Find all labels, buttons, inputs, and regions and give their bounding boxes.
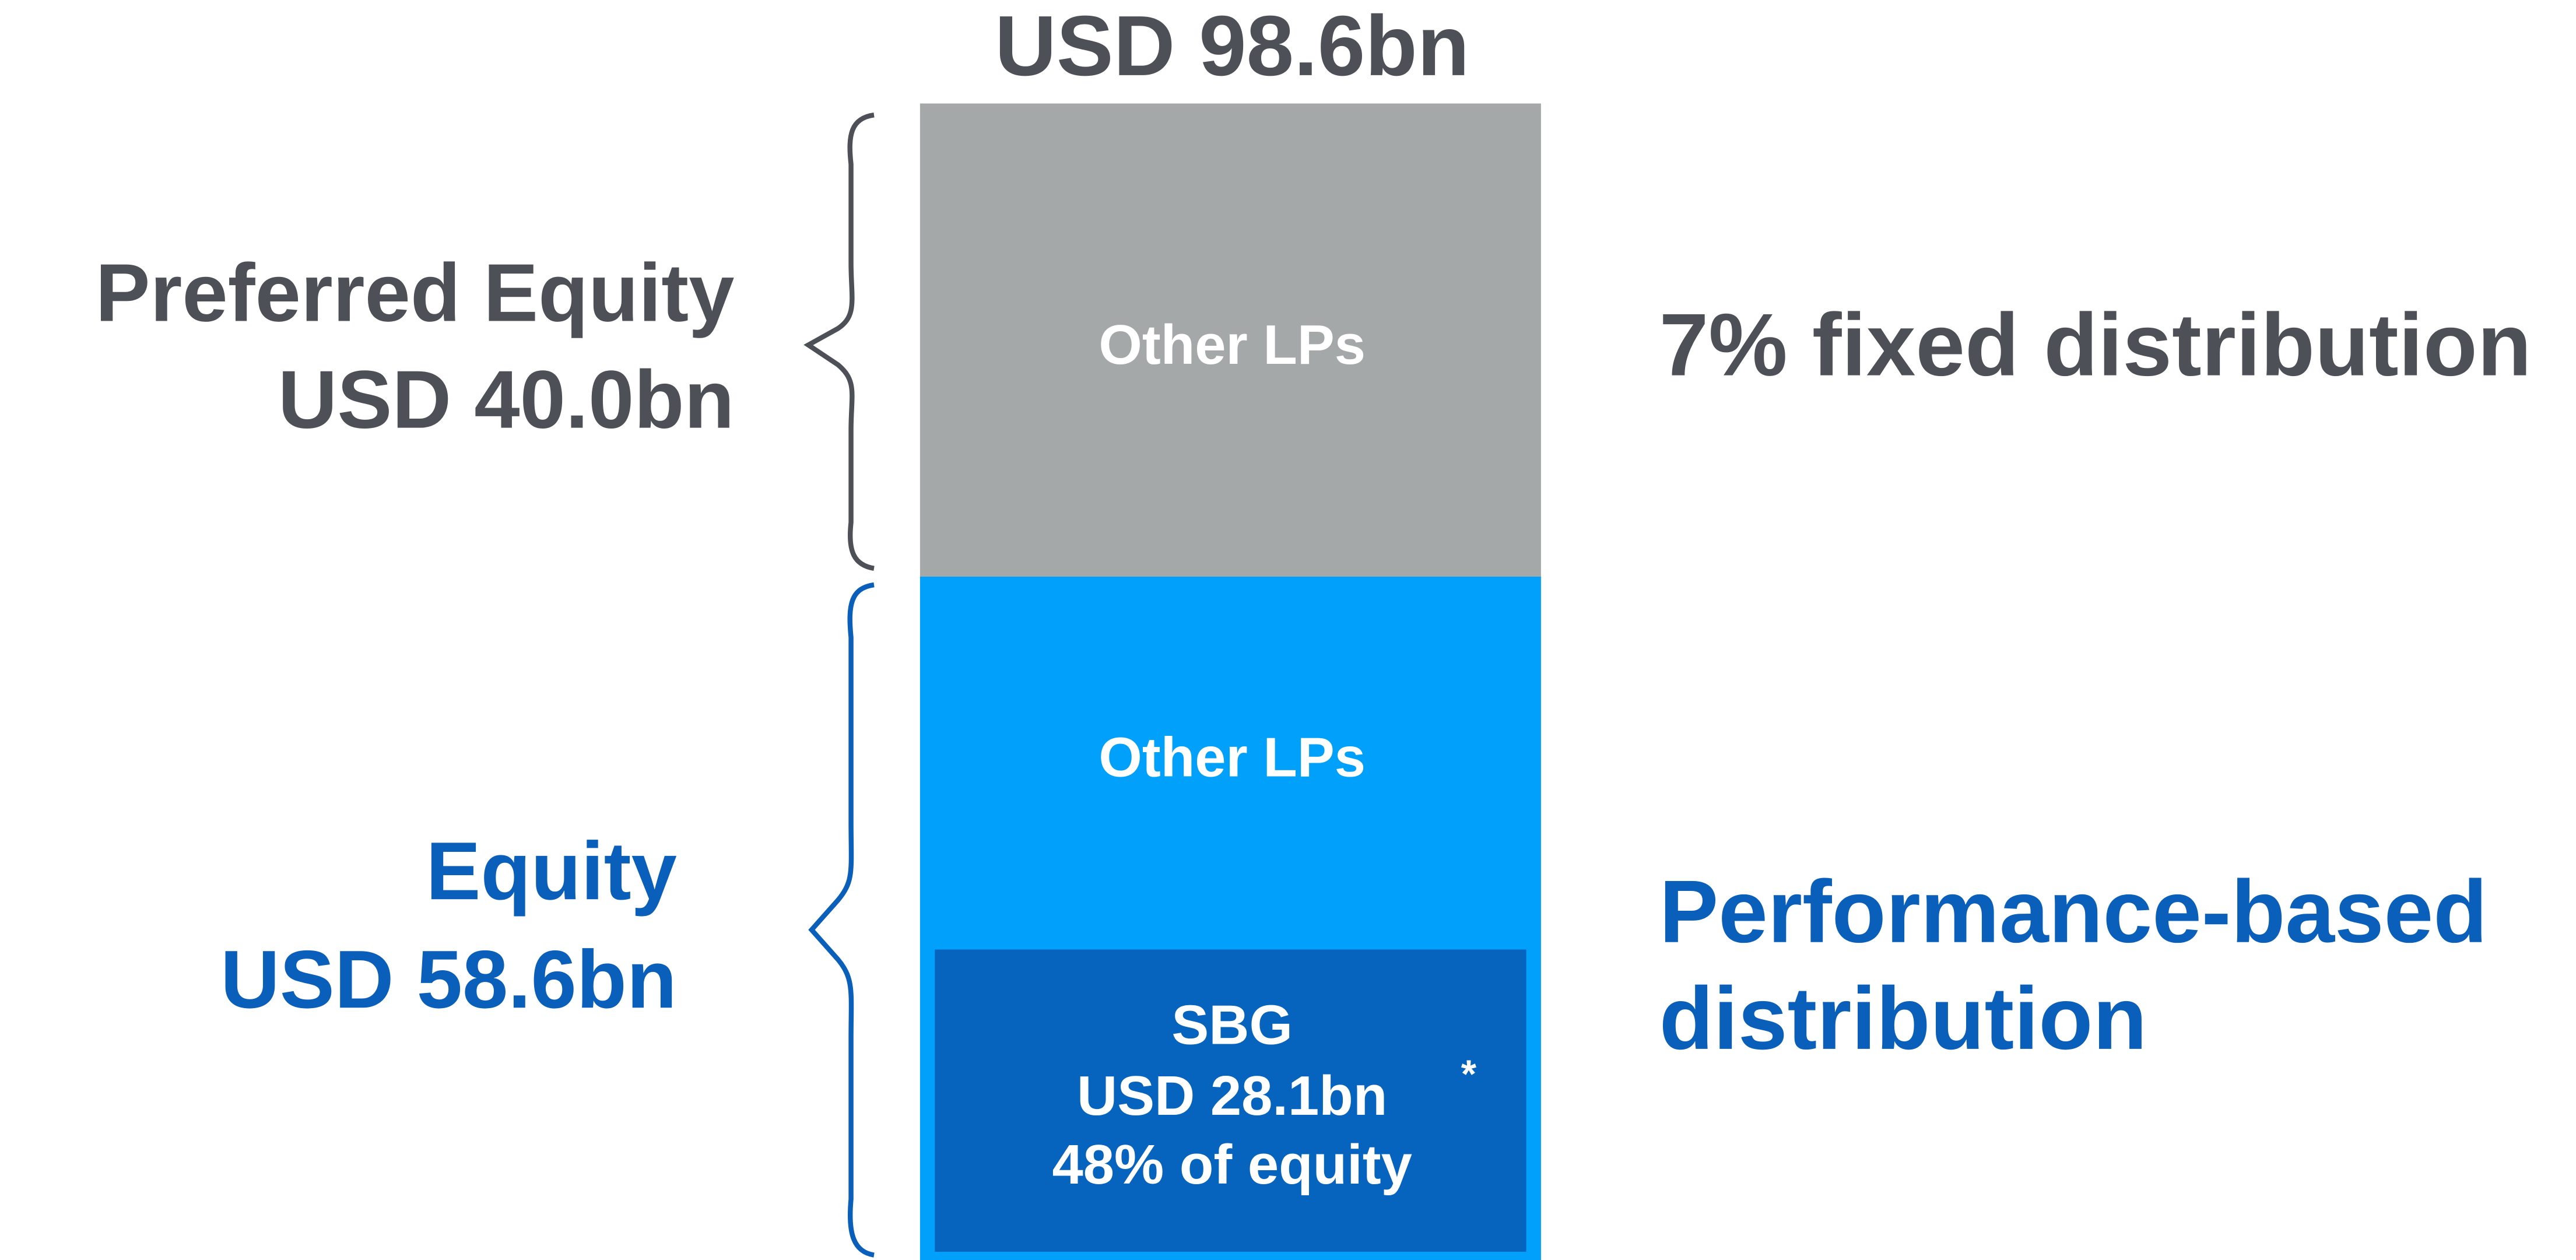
total: USD 98.6bn — [995, 0, 1469, 94]
preferred-distribution: 7% fixed distribution — [1659, 296, 2532, 395]
preferred-block — [920, 103, 1541, 577]
equity-distribution: distribution — [1659, 969, 2147, 1068]
equity-brace — [808, 582, 875, 1258]
sbg-share: 48% of equity — [1052, 1133, 1412, 1196]
segment-label: Other LPs — [1099, 314, 1366, 376]
segment-label: Other LPs — [1099, 726, 1366, 788]
preferred-amount: USD 40.0bn — [278, 353, 735, 445]
sbg-name: SBG — [1171, 994, 1293, 1057]
sbg-amount: USD 28.1bn — [1077, 1065, 1387, 1127]
sbg-block — [935, 949, 1526, 1252]
equity-label: Equity — [426, 824, 676, 917]
footnote-mark: * — [1461, 1052, 1477, 1096]
equity-distribution: Performance-based — [1659, 862, 2487, 961]
preferred-label: Preferred Equity — [96, 247, 735, 339]
preferred-brace — [803, 113, 875, 571]
equity-amount: USD 58.6bn — [220, 933, 677, 1025]
